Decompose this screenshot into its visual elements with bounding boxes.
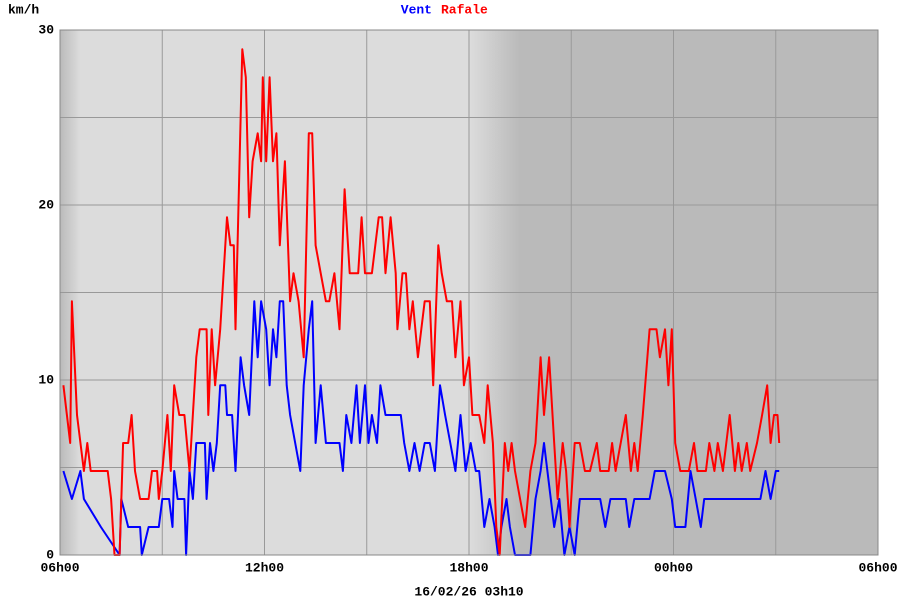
y-tick-label: 30 bbox=[38, 22, 54, 37]
x-tick-label: 06h00 bbox=[858, 560, 897, 575]
x-tick-label: 00h00 bbox=[654, 560, 693, 575]
x-tick-label: 18h00 bbox=[449, 560, 488, 575]
legend-entry: Vent bbox=[401, 2, 432, 17]
series-line bbox=[62, 48, 781, 556]
lines bbox=[62, 48, 781, 556]
y-axis-label: km/h bbox=[8, 2, 39, 17]
x-tick-label: 06h00 bbox=[40, 560, 79, 575]
y-tick-label: 10 bbox=[38, 372, 54, 387]
x-axis-label: 16/02/26 03h10 bbox=[414, 584, 523, 599]
x-tick-label: 12h00 bbox=[245, 560, 284, 575]
y-tick-label: 20 bbox=[38, 197, 54, 212]
plot-frame bbox=[59, 29, 879, 556]
legend-entry: Rafale bbox=[441, 2, 488, 17]
y-tick-label: 0 bbox=[46, 547, 54, 562]
series-line bbox=[62, 300, 780, 556]
